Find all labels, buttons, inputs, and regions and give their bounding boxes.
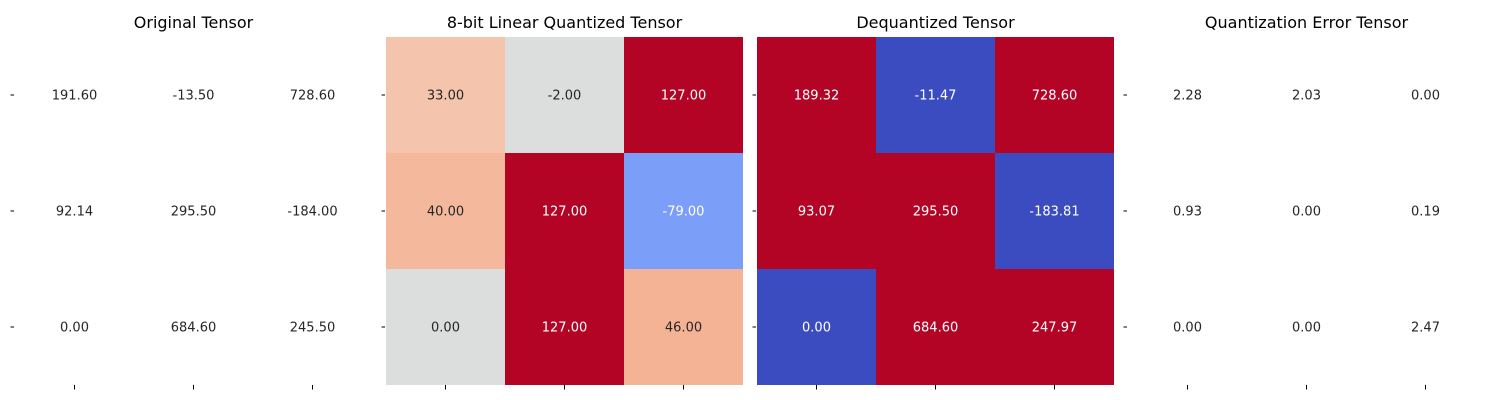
cell-label: 127.00 bbox=[542, 321, 588, 336]
heatmap-cell bbox=[505, 37, 624, 153]
heatmap-cell bbox=[757, 37, 876, 153]
panel-title: Quantization Error Tensor bbox=[1205, 13, 1409, 32]
heatmap-cell bbox=[1247, 37, 1366, 153]
heatmap-cell bbox=[1366, 153, 1485, 269]
heatmap-cell bbox=[876, 153, 995, 269]
heatmap-cell bbox=[757, 153, 876, 269]
heatmap-cell bbox=[624, 153, 743, 269]
heatmap-cell bbox=[386, 269, 505, 385]
cell-label: 295.50 bbox=[171, 205, 217, 220]
heatmap-cell bbox=[1366, 37, 1485, 153]
cell-label: 728.60 bbox=[290, 89, 336, 104]
heatmap-cell bbox=[505, 269, 624, 385]
cell-label: 0.00 bbox=[431, 321, 460, 336]
heatmap-cell bbox=[386, 153, 505, 269]
heatmap-cell bbox=[253, 153, 372, 269]
cell-label: 0.93 bbox=[1173, 205, 1202, 220]
cell-label: 247.97 bbox=[1032, 321, 1078, 336]
heatmap-cell bbox=[15, 153, 134, 269]
cell-label: 684.60 bbox=[913, 321, 959, 336]
cell-label: 0.00 bbox=[1292, 321, 1321, 336]
panel-title: 8-bit Linear Quantized Tensor bbox=[447, 13, 683, 32]
cell-label: 0.00 bbox=[1173, 321, 1202, 336]
cell-label: 0.19 bbox=[1411, 205, 1440, 220]
cell-label: 2.03 bbox=[1292, 89, 1321, 104]
cell-label: 93.07 bbox=[798, 205, 835, 220]
heatmap-cell bbox=[253, 37, 372, 153]
panel-2: 8-bit Linear Quantized Tensor 33.00 -2.00 1… bbox=[381, 13, 743, 390]
cell-label: 191.60 bbox=[52, 89, 98, 104]
panel-1: Original Tensor 191.60 -13.50 728.60 92.14 29… bbox=[10, 13, 372, 390]
heatmap-cell bbox=[134, 37, 253, 153]
cell-label: 684.60 bbox=[171, 321, 217, 336]
cell-label: -11.47 bbox=[915, 89, 957, 104]
cell-label: 295.50 bbox=[913, 205, 959, 220]
cell-label: -2.00 bbox=[548, 89, 582, 104]
heatmap-cell bbox=[995, 269, 1114, 385]
cell-label: 0.00 bbox=[60, 321, 89, 336]
cell-label: 127.00 bbox=[661, 89, 707, 104]
heatmap-cell bbox=[253, 269, 372, 385]
heatmap-cell bbox=[134, 153, 253, 269]
heatmap-cell bbox=[995, 37, 1114, 153]
heatmap-cell bbox=[995, 153, 1114, 269]
cell-label: 92.14 bbox=[56, 205, 93, 220]
cell-label: 728.60 bbox=[1032, 89, 1078, 104]
cell-label: 40.00 bbox=[427, 205, 464, 220]
heatmap-cell bbox=[757, 269, 876, 385]
cell-label: 2.47 bbox=[1411, 321, 1440, 336]
cell-label: 189.32 bbox=[794, 89, 840, 104]
heatmap-cell bbox=[624, 269, 743, 385]
panel-title: Dequantized Tensor bbox=[856, 13, 1015, 32]
panel-4: Quantization Error Tensor 2.28 2.03 0.00 0.9… bbox=[1123, 13, 1485, 390]
heatmap-cell bbox=[624, 37, 743, 153]
heatmap-cell bbox=[386, 37, 505, 153]
heatmap-cell bbox=[1128, 153, 1247, 269]
heatmap-cell bbox=[1128, 269, 1247, 385]
heatmap-cell bbox=[876, 269, 995, 385]
panel-title: Original Tensor bbox=[134, 13, 254, 32]
cell-label: 0.00 bbox=[1411, 89, 1440, 104]
heatmap-cell bbox=[876, 37, 995, 153]
cell-label: -13.50 bbox=[173, 89, 215, 104]
panel-3: Dequantized Tensor 189.32 -11.47 728.60 93.0… bbox=[752, 13, 1114, 390]
heatmap-cell bbox=[15, 269, 134, 385]
heatmap-cell bbox=[1247, 153, 1366, 269]
heatmap-cell bbox=[1247, 269, 1366, 385]
cell-label: 33.00 bbox=[427, 89, 464, 104]
cell-label: 245.50 bbox=[290, 321, 336, 336]
cell-label: -184.00 bbox=[287, 205, 337, 220]
cell-label: 0.00 bbox=[802, 321, 831, 336]
cell-label: 0.00 bbox=[1292, 205, 1321, 220]
heatmap-cell bbox=[134, 269, 253, 385]
heatmap-cell bbox=[1366, 269, 1485, 385]
heatmap-cell bbox=[15, 37, 134, 153]
cell-label: -183.81 bbox=[1029, 205, 1079, 220]
cell-label: 46.00 bbox=[665, 321, 702, 336]
cell-label: 127.00 bbox=[542, 205, 588, 220]
cell-label: 2.28 bbox=[1173, 89, 1202, 104]
cell-label: -79.00 bbox=[663, 205, 705, 220]
heatmap-cell bbox=[505, 153, 624, 269]
heatmap-cell bbox=[1128, 37, 1247, 153]
